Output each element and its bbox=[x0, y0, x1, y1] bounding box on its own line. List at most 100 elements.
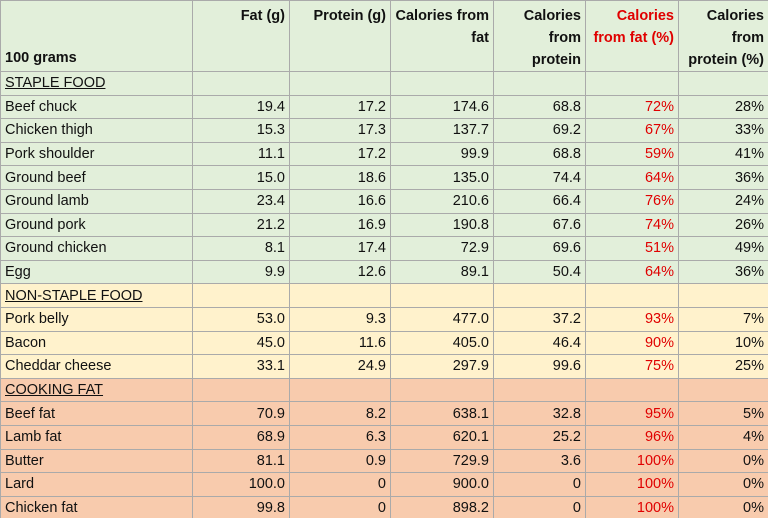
calories-from-fat-pct-cell: 74% bbox=[585, 212, 679, 238]
fat-cell: 19.4 bbox=[192, 94, 290, 120]
fat-g-header: Fat (g) bbox=[192, 0, 290, 72]
calories-from-fat-pct-cell: 72% bbox=[585, 94, 679, 120]
food-name-cell: Beef chuck bbox=[0, 94, 193, 120]
empty-cell bbox=[585, 71, 679, 96]
empty-cell bbox=[390, 377, 494, 403]
calories-from-protein-cell: 25.2 bbox=[493, 424, 586, 450]
calories-from-protein-pct-cell: 41% bbox=[678, 141, 768, 167]
empty-cell bbox=[289, 283, 391, 308]
empty-cell bbox=[585, 377, 679, 403]
table-row: Pork shoulder 11.1 17.2 99.9 68.8 59% 41% bbox=[0, 141, 768, 167]
calories-from-fat-cell: 898.2 bbox=[390, 495, 494, 518]
food-name-cell: Ground chicken bbox=[0, 236, 193, 261]
calories-from-fat-cell: 729.9 bbox=[390, 448, 494, 474]
calories-from-fat-cell: 210.6 bbox=[390, 188, 494, 214]
fat-cell: 100.0 bbox=[192, 472, 290, 497]
table-row: Ground pork 21.2 16.9 190.8 67.6 74% 26% bbox=[0, 212, 768, 238]
calories-from-protein-pct-cell: 36% bbox=[678, 259, 768, 285]
protein-cell: 11.6 bbox=[289, 330, 391, 356]
fat-cell: 23.4 bbox=[192, 188, 290, 214]
calories-from-fat-cell: 137.7 bbox=[390, 118, 494, 143]
food-name-cell: Butter bbox=[0, 448, 193, 474]
calories-from-protein-cell: 99.6 bbox=[493, 354, 586, 379]
fat-cell: 21.2 bbox=[192, 212, 290, 238]
protein-cell: 9.3 bbox=[289, 306, 391, 332]
calories-from-fat-pct-cell: 64% bbox=[585, 165, 679, 190]
empty-cell bbox=[493, 377, 586, 403]
calories-from-protein-header: Calories from protein bbox=[493, 0, 586, 72]
fat-cell: 8.1 bbox=[192, 236, 290, 261]
table-body: STAPLE FOOD Beef chuck 19.4 17.2 174.6 68.8 72… bbox=[0, 71, 768, 518]
empty-cell bbox=[289, 71, 391, 96]
calories-from-fat-cell: 135.0 bbox=[390, 165, 494, 190]
protein-cell: 0 bbox=[289, 495, 391, 518]
food-name-cell: Egg bbox=[0, 259, 193, 285]
protein-cell: 17.3 bbox=[289, 118, 391, 143]
calories-from-fat-cell: 190.8 bbox=[390, 212, 494, 238]
empty-cell bbox=[192, 71, 290, 96]
calories-from-fat-pct-cell: 64% bbox=[585, 259, 679, 285]
protein-cell: 24.9 bbox=[289, 354, 391, 379]
food-name-cell: Ground lamb bbox=[0, 188, 193, 214]
table-row: Lamb fat 68.9 6.3 620.1 25.2 96% 4% bbox=[0, 424, 768, 450]
calories-from-fat-cell: 297.9 bbox=[390, 354, 494, 379]
header-row: 100 grams Fat (g) Protein (g) Calories f… bbox=[0, 0, 768, 72]
calories-from-protein-pct-cell: 4% bbox=[678, 424, 768, 450]
food-name-cell: Ground pork bbox=[0, 212, 193, 238]
fat-cell: 9.9 bbox=[192, 259, 290, 285]
calories-from-protein-cell: 74.4 bbox=[493, 165, 586, 190]
calories-from-protein-cell: 69.2 bbox=[493, 118, 586, 143]
calories-from-fat-cell: 72.9 bbox=[390, 236, 494, 261]
calories-from-fat-pct-cell: 100% bbox=[585, 472, 679, 497]
table-row: Cheddar cheese 33.1 24.9 297.9 99.6 75% 25% bbox=[0, 354, 768, 379]
calories-from-fat-cell: 620.1 bbox=[390, 424, 494, 450]
calories-from-protein-pct-cell: 7% bbox=[678, 306, 768, 332]
table-row: Egg 9.9 12.6 89.1 50.4 64% 36% bbox=[0, 259, 768, 285]
calories-from-fat-pct-cell: 67% bbox=[585, 118, 679, 143]
empty-cell bbox=[493, 283, 586, 308]
calories-from-protein-cell: 32.8 bbox=[493, 401, 586, 426]
protein-cell: 0.9 bbox=[289, 448, 391, 474]
fat-cell: 53.0 bbox=[192, 306, 290, 332]
calories-from-protein-pct-cell: 26% bbox=[678, 212, 768, 238]
food-name-cell: Pork belly bbox=[0, 306, 193, 332]
empty-cell bbox=[289, 377, 391, 403]
calories-from-protein-cell: 37.2 bbox=[493, 306, 586, 332]
food-name-cell: Beef fat bbox=[0, 401, 193, 426]
calories-from-protein-cell: 67.6 bbox=[493, 212, 586, 238]
food-name-cell: Chicken fat bbox=[0, 495, 193, 518]
calories-from-protein-cell: 69.6 bbox=[493, 236, 586, 261]
calories-from-protein-pct-cell: 28% bbox=[678, 94, 768, 120]
calories-from-protein-cell: 68.8 bbox=[493, 141, 586, 167]
protein-cell: 17.2 bbox=[289, 141, 391, 167]
table-row: Ground lamb 23.4 16.6 210.6 66.4 76% 24% bbox=[0, 188, 768, 214]
empty-cell bbox=[390, 283, 494, 308]
empty-cell bbox=[585, 283, 679, 308]
calories-from-protein-cell: 0 bbox=[493, 472, 586, 497]
calories-from-protein-cell: 46.4 bbox=[493, 330, 586, 356]
food-name-cell: Pork shoulder bbox=[0, 141, 193, 167]
table-row: Lard 100.0 0 900.0 0 100% 0% bbox=[0, 472, 768, 497]
calories-from-fat-pct-cell: 59% bbox=[585, 141, 679, 167]
food-name-cell: Chicken thigh bbox=[0, 118, 193, 143]
fat-cell: 68.9 bbox=[192, 424, 290, 450]
calories-from-fat-pct-cell: 100% bbox=[585, 448, 679, 474]
table-row: Bacon 45.0 11.6 405.0 46.4 90% 10% bbox=[0, 330, 768, 356]
protein-cell: 12.6 bbox=[289, 259, 391, 285]
calories-from-fat-cell: 900.0 bbox=[390, 472, 494, 497]
calories-from-protein-pct-cell: 10% bbox=[678, 330, 768, 356]
section-staple-food-row: STAPLE FOOD bbox=[0, 71, 768, 96]
protein-cell: 18.6 bbox=[289, 165, 391, 190]
calories-from-fat-cell: 99.9 bbox=[390, 141, 494, 167]
calories-from-fat-pct-header: Calories from fat (%) bbox=[585, 0, 679, 72]
empty-cell bbox=[390, 71, 494, 96]
protein-cell: 17.2 bbox=[289, 94, 391, 120]
empty-cell bbox=[493, 71, 586, 96]
food-name-cell: Bacon bbox=[0, 330, 193, 356]
calories-from-protein-cell: 0 bbox=[493, 495, 586, 518]
table-row: Butter 81.1 0.9 729.9 3.6 100% 0% bbox=[0, 448, 768, 474]
food-name-cell: Lard bbox=[0, 472, 193, 497]
table-row: Beef chuck 19.4 17.2 174.6 68.8 72% 28% bbox=[0, 94, 768, 120]
calories-from-protein-pct-cell: 36% bbox=[678, 165, 768, 190]
calories-from-fat-cell: 174.6 bbox=[390, 94, 494, 120]
